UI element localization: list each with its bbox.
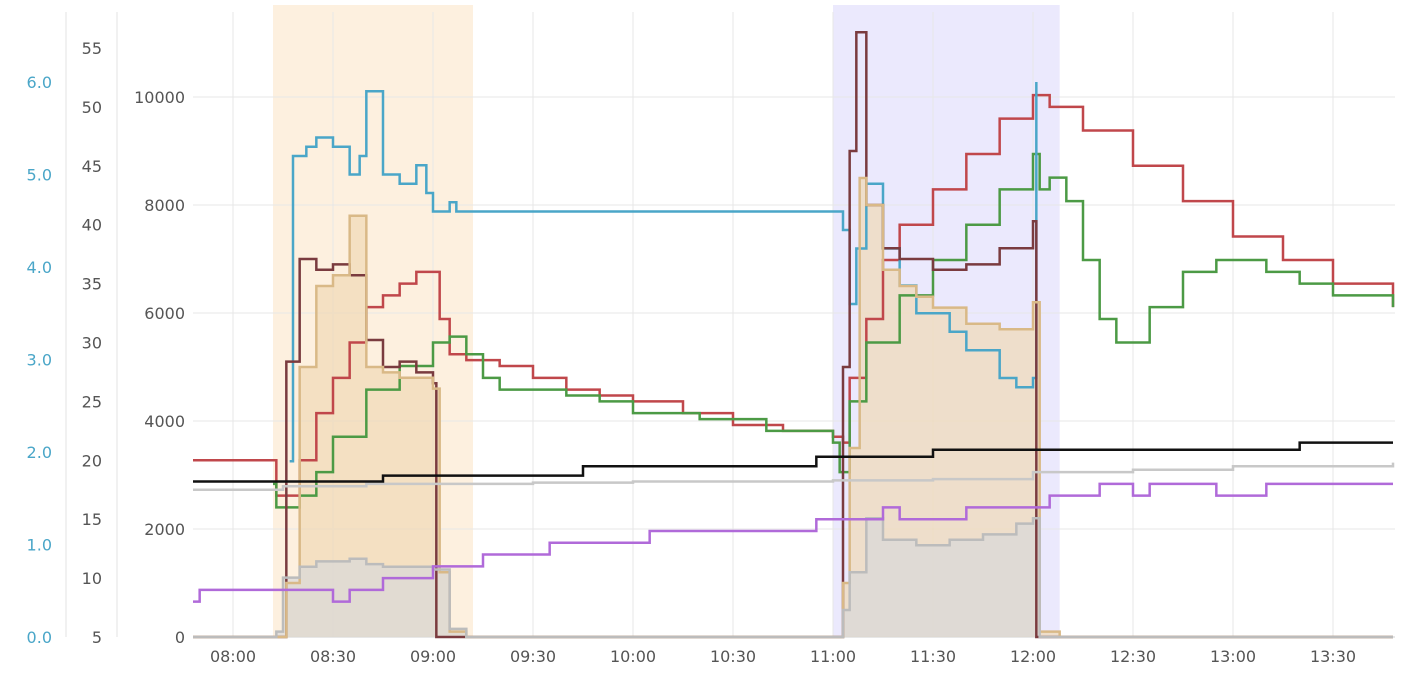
left-middle-tick-label: 50 bbox=[82, 98, 102, 117]
series-group bbox=[193, 30, 1395, 639]
left-outer-axis-labels: 0.0 1.0 2.0 3.0 4.0 5.0 6.0 bbox=[27, 73, 52, 647]
series-line-2 bbox=[273, 152, 1395, 509]
left-inner-tick-label: 0 bbox=[175, 628, 185, 647]
left-inner-tick-label: 4000 bbox=[144, 412, 185, 431]
x-tick-label: 13:00 bbox=[1210, 647, 1256, 666]
x-tick-label: 12:30 bbox=[1110, 647, 1156, 666]
left-inner-tick-label: 6000 bbox=[144, 304, 185, 323]
left-middle-tick-label: 15 bbox=[82, 510, 102, 529]
x-tick-label: 09:30 bbox=[510, 647, 556, 666]
left-outer-tick-label: 6.0 bbox=[27, 73, 52, 92]
left-inner-tick-label: 10000 bbox=[134, 88, 185, 107]
left-middle-tick-label: 45 bbox=[82, 157, 102, 176]
series-line-3 bbox=[289, 82, 1038, 463]
x-tick-label: 12:00 bbox=[1010, 647, 1056, 666]
left-middle-tick-label: 5 bbox=[92, 628, 102, 647]
left-middle-axis-labels: 5 10 15 20 25 30 35 40 45 50 55 bbox=[82, 39, 102, 647]
series-line-8 bbox=[193, 462, 1395, 491]
x-tick-label: 09:00 bbox=[410, 647, 456, 666]
left-middle-tick-label: 55 bbox=[82, 39, 102, 58]
left-inner-tick-label: 2000 bbox=[144, 520, 185, 539]
left-outer-tick-label: 1.0 bbox=[27, 536, 52, 555]
left-middle-tick-label: 35 bbox=[82, 275, 102, 294]
x-tick-label: 10:30 bbox=[710, 647, 756, 666]
series-line-7 bbox=[193, 482, 1393, 603]
series-line-9 bbox=[193, 441, 1393, 483]
left-middle-tick-label: 40 bbox=[82, 216, 102, 235]
left-inner-axis-labels: 0 2000 4000 6000 8000 10000 bbox=[134, 88, 185, 647]
x-tick-label: 08:00 bbox=[210, 647, 256, 666]
left-middle-tick-label: 10 bbox=[82, 569, 102, 588]
left-outer-tick-label: 3.0 bbox=[27, 351, 52, 370]
x-tick-label: 08:30 bbox=[310, 647, 356, 666]
left-outer-tick-label: 5.0 bbox=[27, 166, 52, 185]
x-tick-label: 11:30 bbox=[910, 647, 956, 666]
series-line-6 bbox=[193, 516, 1393, 639]
left-outer-tick-label: 4.0 bbox=[27, 258, 52, 277]
left-middle-tick-label: 30 bbox=[82, 334, 102, 353]
x-axis-labels: 08:00 08:30 09:00 09:30 10:00 10:30 11:00 11:30… bbox=[210, 647, 1356, 666]
x-tick-label: 13:30 bbox=[1310, 647, 1356, 666]
x-tick-label: 10:00 bbox=[610, 647, 656, 666]
x-tick-label: 11:00 bbox=[810, 647, 856, 666]
left-outer-tick-label: 0.0 bbox=[27, 628, 52, 647]
left-middle-tick-label: 20 bbox=[82, 451, 102, 470]
left-inner-tick-label: 8000 bbox=[144, 196, 185, 215]
left-outer-tick-label: 2.0 bbox=[27, 443, 52, 462]
left-middle-tick-label: 25 bbox=[82, 392, 102, 411]
